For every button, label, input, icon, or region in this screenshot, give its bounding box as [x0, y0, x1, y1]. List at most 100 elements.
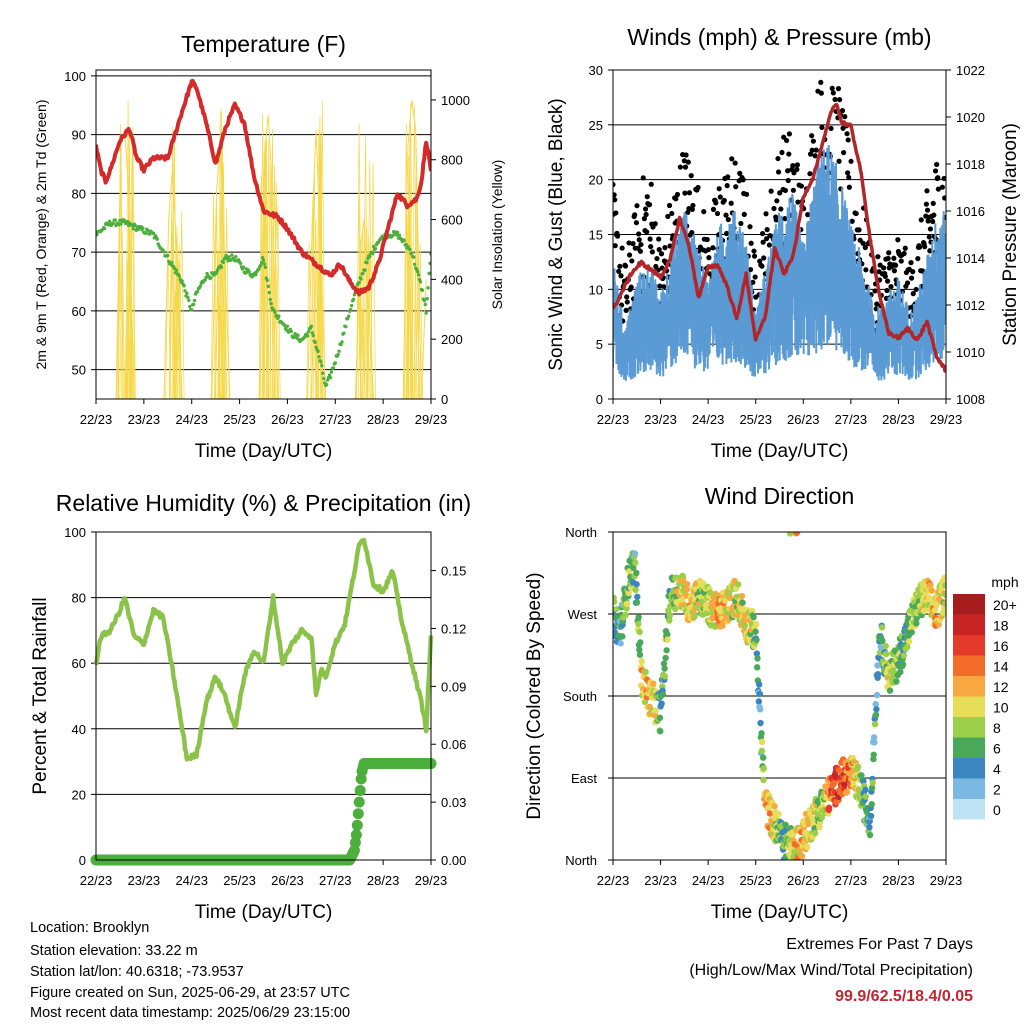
gust-point: [795, 199, 801, 205]
solar-spike: [273, 181, 280, 399]
direction-point: [738, 592, 746, 600]
dewpoint-point: [296, 333, 300, 337]
gust-point: [941, 175, 946, 182]
dewpoint-point: [183, 289, 187, 293]
gust-point: [845, 170, 851, 176]
y2-tick-label: 1014: [956, 251, 985, 266]
colorbar-cell: [953, 696, 985, 717]
plot-area: [613, 532, 946, 860]
gust-point: [927, 226, 933, 232]
y-tick-label: 30: [589, 63, 603, 78]
dewpoint-point: [188, 304, 192, 309]
direction-point: [756, 690, 764, 698]
gust-point: [790, 163, 796, 169]
gust-point: [760, 239, 766, 245]
gust-point: [661, 284, 667, 290]
direction-point: [900, 652, 907, 659]
gust-point: [885, 255, 891, 262]
direction-point: [905, 638, 913, 645]
gust-point: [790, 187, 796, 193]
direction-point: [835, 767, 843, 774]
gust-point: [892, 262, 899, 268]
x-tick-label: 26/23: [271, 873, 304, 888]
direction-point: [760, 776, 767, 784]
gust-point: [662, 245, 668, 251]
direction-point: [633, 569, 640, 577]
direction-point: [636, 628, 643, 636]
gust-point: [819, 124, 825, 130]
dewpoint-point: [346, 314, 351, 318]
direction-point: [633, 581, 640, 588]
direction-point: [658, 700, 665, 707]
dewpoint-point: [412, 255, 416, 259]
dewpoint-point: [265, 278, 270, 282]
direction-point: [636, 651, 644, 658]
gust-point: [785, 177, 791, 184]
gust-point: [922, 244, 928, 250]
direction-point: [904, 643, 911, 651]
solar-spike: [178, 211, 185, 399]
y2-tick-label: 0.00: [441, 853, 466, 868]
direction-point: [633, 599, 641, 606]
dewpoint-point: [177, 274, 181, 278]
location-text: Location: Brooklyn: [30, 920, 150, 936]
dewpoint-point: [260, 256, 265, 260]
solar-spike: [117, 124, 124, 399]
direction-point: [908, 629, 915, 636]
direction-point: [712, 623, 719, 630]
dewpoint-point: [368, 254, 372, 259]
x-tick-label: 24/23: [692, 873, 725, 888]
y-axis-label: Direction (Colored By Speed): [524, 572, 545, 819]
dewpoint-point: [314, 345, 318, 349]
dewpoint-point: [182, 284, 186, 288]
direction-point: [632, 559, 639, 566]
dewpoint-point: [241, 265, 246, 269]
dewpoint-point: [339, 342, 343, 347]
dewpoint-point: [415, 269, 420, 274]
gust-point: [613, 210, 619, 216]
gust-point: [725, 174, 731, 180]
gust-point: [766, 242, 773, 248]
gust-point: [908, 260, 914, 266]
elevation-text: Station elevation: 33.22 m: [30, 943, 198, 959]
gust-point: [884, 287, 890, 294]
gust-point: [836, 158, 842, 164]
dewpoint-point: [346, 316, 350, 321]
gust-point: [829, 85, 835, 91]
gust-point: [738, 220, 744, 227]
dewpoint-point: [254, 272, 258, 277]
dewpoint-point: [365, 260, 369, 265]
solar-spike: [316, 129, 322, 399]
x-tick-label: 25/23: [739, 873, 772, 888]
dewpoint-point: [96, 232, 99, 237]
dewpoint-point: [273, 310, 277, 315]
plot-frame: [95, 531, 432, 861]
direction-point: [635, 620, 642, 628]
dewpoint-point: [187, 298, 191, 303]
direction-point: [619, 633, 626, 640]
gust-point: [791, 170, 797, 176]
dewpoint-point: [262, 262, 267, 266]
gust-point: [688, 173, 694, 179]
y-tick-label: 100: [64, 69, 86, 84]
y-tick-label: 25: [589, 118, 603, 133]
dewpoint-point: [342, 331, 346, 335]
direction-point: [613, 598, 618, 605]
direction-point: [818, 814, 825, 821]
gust-point: [665, 213, 671, 220]
dewpoint-point: [402, 238, 406, 243]
precip-point: [353, 796, 365, 808]
direction-point: [882, 650, 890, 658]
direction-point: [871, 739, 878, 746]
gust-point: [759, 231, 766, 237]
gust-point: [841, 149, 847, 156]
extremes-subtitle: (High/Low/Max Wind/Total Precipitation): [689, 962, 973, 979]
gust-point: [751, 253, 758, 259]
direction-point: [882, 642, 889, 650]
x-tick-label: 23/23: [644, 412, 677, 427]
dewpoint-point: [428, 261, 431, 265]
gust-point: [624, 294, 630, 300]
direction-point: [622, 611, 629, 619]
gust-point: [622, 263, 629, 269]
gust-point: [935, 175, 941, 181]
